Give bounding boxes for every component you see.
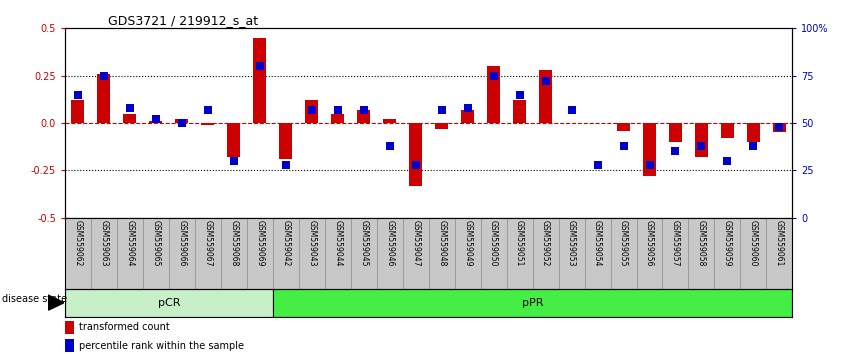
Polygon shape <box>48 295 64 310</box>
Bar <box>305 100 319 123</box>
Text: transformed count: transformed count <box>80 322 171 332</box>
Bar <box>65 289 273 317</box>
Bar <box>279 123 292 159</box>
Bar <box>617 123 630 131</box>
Bar <box>201 123 214 125</box>
Bar <box>253 38 266 123</box>
Text: percentile rank within the sample: percentile rank within the sample <box>80 341 244 351</box>
Text: pPR: pPR <box>522 298 543 308</box>
Text: GDS3721 / 219912_s_at: GDS3721 / 219912_s_at <box>108 14 258 27</box>
Bar <box>169 218 195 289</box>
Bar <box>643 123 656 176</box>
Text: GSM559055: GSM559055 <box>619 220 628 266</box>
Text: GSM559057: GSM559057 <box>671 220 680 266</box>
Text: GSM559048: GSM559048 <box>437 220 446 266</box>
Bar <box>357 110 371 123</box>
Text: GSM559056: GSM559056 <box>645 220 654 266</box>
Bar <box>65 218 91 289</box>
Text: GSM559044: GSM559044 <box>333 220 342 266</box>
Text: GSM559050: GSM559050 <box>489 220 498 266</box>
Text: GSM559045: GSM559045 <box>359 220 368 266</box>
Text: GSM559063: GSM559063 <box>100 220 108 266</box>
Text: GSM559068: GSM559068 <box>229 220 238 266</box>
Text: GSM559047: GSM559047 <box>411 220 420 266</box>
Bar <box>273 289 792 317</box>
Text: GSM559046: GSM559046 <box>385 220 394 266</box>
Bar <box>533 218 559 289</box>
Bar <box>772 123 786 132</box>
Bar <box>746 123 760 142</box>
Bar <box>695 123 708 157</box>
Text: GSM559054: GSM559054 <box>593 220 602 266</box>
Bar <box>351 218 377 289</box>
Text: GSM559053: GSM559053 <box>567 220 576 266</box>
Bar <box>714 218 740 289</box>
Bar <box>487 66 500 123</box>
Bar <box>377 218 403 289</box>
Bar <box>539 70 553 123</box>
Bar <box>117 218 143 289</box>
Text: GSM559062: GSM559062 <box>74 220 82 266</box>
Bar <box>429 218 455 289</box>
Bar <box>273 218 299 289</box>
Bar <box>221 218 247 289</box>
Text: GSM559058: GSM559058 <box>697 220 706 266</box>
Bar <box>766 218 792 289</box>
Bar <box>331 114 345 123</box>
Bar <box>91 218 117 289</box>
Text: GSM559051: GSM559051 <box>515 220 524 266</box>
Text: GSM559042: GSM559042 <box>281 220 290 266</box>
Bar <box>97 74 111 123</box>
Bar <box>325 218 351 289</box>
Bar <box>383 119 396 123</box>
Bar <box>149 121 163 123</box>
Text: GSM559066: GSM559066 <box>178 220 186 266</box>
Bar <box>481 218 507 289</box>
Text: GSM559052: GSM559052 <box>541 220 550 266</box>
Bar <box>688 218 714 289</box>
Bar <box>559 218 585 289</box>
Bar <box>299 218 325 289</box>
Bar <box>611 218 637 289</box>
Bar <box>740 218 766 289</box>
Bar <box>721 123 734 138</box>
Text: GSM559064: GSM559064 <box>126 220 134 266</box>
Bar <box>409 123 422 185</box>
Text: GSM559060: GSM559060 <box>749 220 758 266</box>
Text: GSM559065: GSM559065 <box>152 220 160 266</box>
Bar <box>247 218 273 289</box>
Bar <box>662 218 688 289</box>
Bar <box>669 123 682 142</box>
Bar <box>227 123 240 157</box>
Bar <box>585 218 611 289</box>
Bar <box>435 123 449 129</box>
Text: GSM559069: GSM559069 <box>255 220 264 266</box>
Text: GSM559049: GSM559049 <box>463 220 472 266</box>
Bar <box>461 110 474 123</box>
Text: GSM559061: GSM559061 <box>775 220 784 266</box>
Text: disease state: disease state <box>2 294 67 304</box>
Text: pCR: pCR <box>158 298 180 308</box>
Bar <box>123 114 137 123</box>
Bar <box>637 218 662 289</box>
Bar <box>65 339 74 352</box>
Bar <box>143 218 169 289</box>
Bar <box>195 218 221 289</box>
Text: GSM559059: GSM559059 <box>723 220 732 266</box>
Bar <box>513 100 527 123</box>
Bar <box>65 321 74 333</box>
Bar <box>71 100 84 123</box>
Bar <box>455 218 481 289</box>
Bar <box>507 218 533 289</box>
Text: GSM559067: GSM559067 <box>204 220 212 266</box>
Text: GSM559043: GSM559043 <box>307 220 316 266</box>
Bar <box>175 119 188 123</box>
Bar <box>403 218 429 289</box>
